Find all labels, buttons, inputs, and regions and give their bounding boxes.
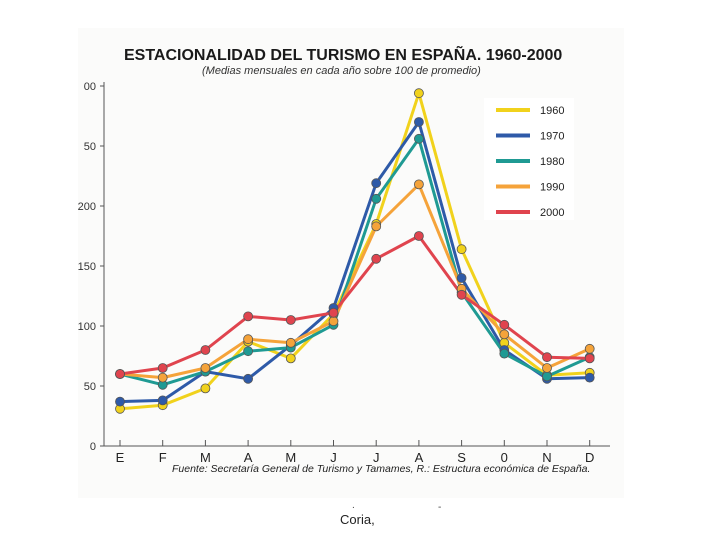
data-point-1970: [584, 372, 595, 383]
y-tick-label: 50: [84, 141, 96, 153]
data-point-1980: [413, 133, 424, 144]
x-tick-label: M: [285, 450, 296, 465]
data-point-1990: [499, 329, 510, 340]
x-tick-label: J: [330, 450, 337, 465]
y-tick-label: 00: [84, 81, 96, 93]
data-point-1990: [413, 179, 424, 190]
x-tick-label: F: [159, 450, 167, 465]
data-point-2000: [456, 289, 467, 300]
series-line-1970: [118, 120, 592, 404]
data-point-2000: [328, 307, 339, 318]
data-point-2000: [584, 353, 595, 364]
data-point-2000: [542, 352, 552, 363]
y-tick-label: 100: [78, 321, 96, 333]
x-tick-label: J: [373, 450, 380, 465]
data-point-1990: [542, 363, 552, 373]
data-point-2000: [285, 315, 296, 325]
legend-label-1960: 1960: [540, 105, 564, 117]
data-point-1980: [371, 193, 382, 204]
data-point-2000: [413, 231, 424, 241]
data-point-1980: [499, 348, 510, 359]
data-point-2000: [115, 369, 125, 379]
data-point-1990: [157, 372, 168, 383]
x-tick-label: A: [415, 450, 424, 465]
data-point-1960: [200, 383, 211, 394]
data-point-1990: [584, 343, 595, 354]
x-tick-label: E: [116, 450, 125, 465]
data-point-1990: [371, 221, 382, 232]
y-tick-label: 50: [84, 381, 96, 393]
y-tick-label: 0: [90, 441, 96, 453]
data-point-2000: [499, 319, 510, 330]
y-tick-label: 200: [78, 201, 96, 213]
data-point-1970: [413, 117, 424, 127]
chart-title: ESTACIONALIDAD DEL TURISMO EN ESPAÑA. 19…: [124, 44, 562, 64]
chart-source: Fuente: Secretaría General de Turismo y …: [172, 463, 590, 475]
data-point-2000: [200, 345, 211, 355]
data-point-1960: [413, 88, 424, 99]
legend-label-1970: 1970: [540, 131, 564, 143]
data-point-2000: [371, 253, 382, 264]
y-tick-label: 150: [78, 261, 96, 273]
data-point-1970: [456, 273, 467, 283]
chart-subtitle: (Medias mensuales en cada año sobre 100 …: [202, 65, 481, 77]
data-point-1960: [285, 353, 296, 364]
legend-label-1980: 1980: [540, 156, 564, 168]
data-point-1990: [328, 316, 339, 327]
footer-caption: Coria,: [340, 512, 375, 527]
series-line-2000: [118, 234, 592, 376]
data-point-1990: [285, 337, 296, 348]
series-line-1960: [118, 91, 592, 411]
data-point-1990: [243, 334, 254, 345]
series-line-1980: [118, 137, 592, 387]
footer-dash: -: [438, 502, 442, 513]
data-point-1980: [243, 346, 254, 357]
series-line-1990: [118, 182, 592, 380]
footer-dot: .: [352, 500, 355, 511]
data-point-1960: [456, 244, 467, 255]
x-tick-label: M: [200, 450, 211, 465]
data-point-1970: [371, 178, 382, 189]
data-point-2000: [243, 311, 254, 322]
data-point-1980: [542, 371, 552, 382]
legend-label-1990: 1990: [540, 182, 564, 194]
data-point-1970: [157, 395, 168, 406]
data-point-1970: [243, 373, 254, 384]
data-point-2000: [157, 363, 168, 373]
x-tick-label: N: [542, 450, 551, 465]
data-point-1970: [115, 396, 125, 407]
x-tick-label: A: [244, 450, 253, 465]
x-tick-label: D: [585, 450, 594, 465]
legend-label-2000: 2000: [540, 207, 564, 219]
x-tick-label: 0: [501, 450, 508, 465]
data-point-1990: [200, 363, 211, 373]
x-tick-label: S: [457, 450, 466, 465]
